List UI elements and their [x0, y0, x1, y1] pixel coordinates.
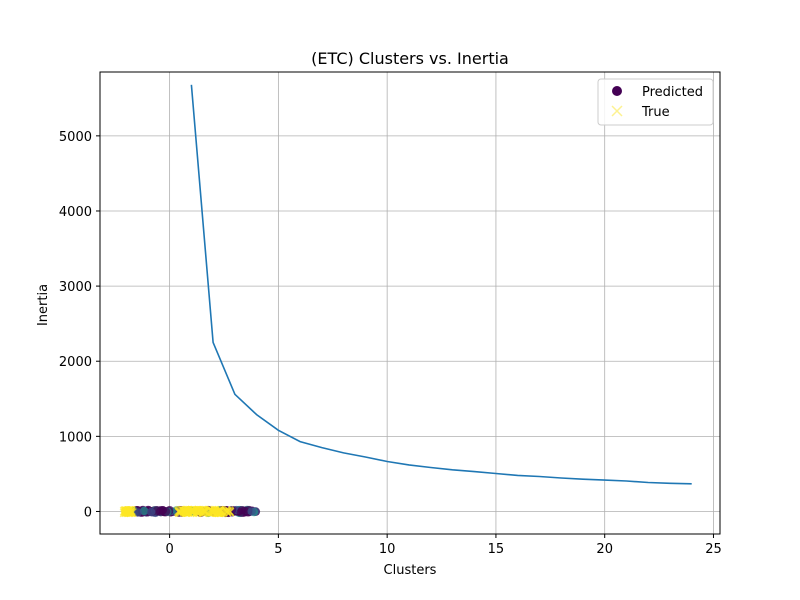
predicted-point — [146, 507, 156, 517]
y-tick-label: 2000 — [59, 355, 92, 370]
legend-box — [597, 78, 714, 126]
true-point — [122, 506, 132, 516]
x-tick-label: 20 — [596, 542, 613, 557]
true-point — [194, 507, 204, 517]
legend-predicted-label: Predicted — [642, 85, 703, 100]
true-point — [123, 508, 133, 518]
y-tick-label: 3000 — [59, 280, 92, 295]
predicted-point — [247, 507, 256, 516]
plot-frame — [99, 71, 721, 535]
inertia-line — [190, 84, 692, 485]
predicted-point — [140, 506, 149, 516]
x-tick-label: 5 — [274, 542, 282, 557]
scatter-points — [119, 505, 261, 518]
y-tick-label: 5000 — [59, 130, 92, 145]
predicted-point — [155, 507, 165, 516]
x-tick-label: 10 — [379, 542, 396, 557]
legend-predicted-marker — [612, 86, 622, 96]
true-point — [181, 505, 191, 515]
legend-true-marker — [611, 105, 623, 117]
axis-ticks: 0 5 10 15 20 25 0 1000 2000 3000 4000 5000 — [59, 130, 722, 557]
y-tick-label: 4000 — [59, 205, 92, 220]
y-tick-label: 0 — [84, 505, 92, 520]
x-tick-label: 25 — [705, 542, 722, 557]
y-axis-label: Inertia — [36, 284, 51, 326]
true-point — [214, 506, 224, 516]
x-tick-label: 0 — [165, 542, 173, 557]
y-tick-label: 1000 — [59, 430, 92, 445]
x-axis-label: Clusters — [384, 563, 437, 578]
predicted-point — [237, 506, 247, 515]
chart-title: (ETC) Clusters vs. Inertia — [311, 49, 509, 68]
x-tick-label: 15 — [488, 542, 505, 557]
legend-true-label: True — [641, 105, 670, 120]
legend: Predicted True — [597, 78, 714, 126]
true-point — [225, 507, 235, 517]
predicted-point — [133, 508, 143, 517]
true-point — [201, 507, 211, 517]
